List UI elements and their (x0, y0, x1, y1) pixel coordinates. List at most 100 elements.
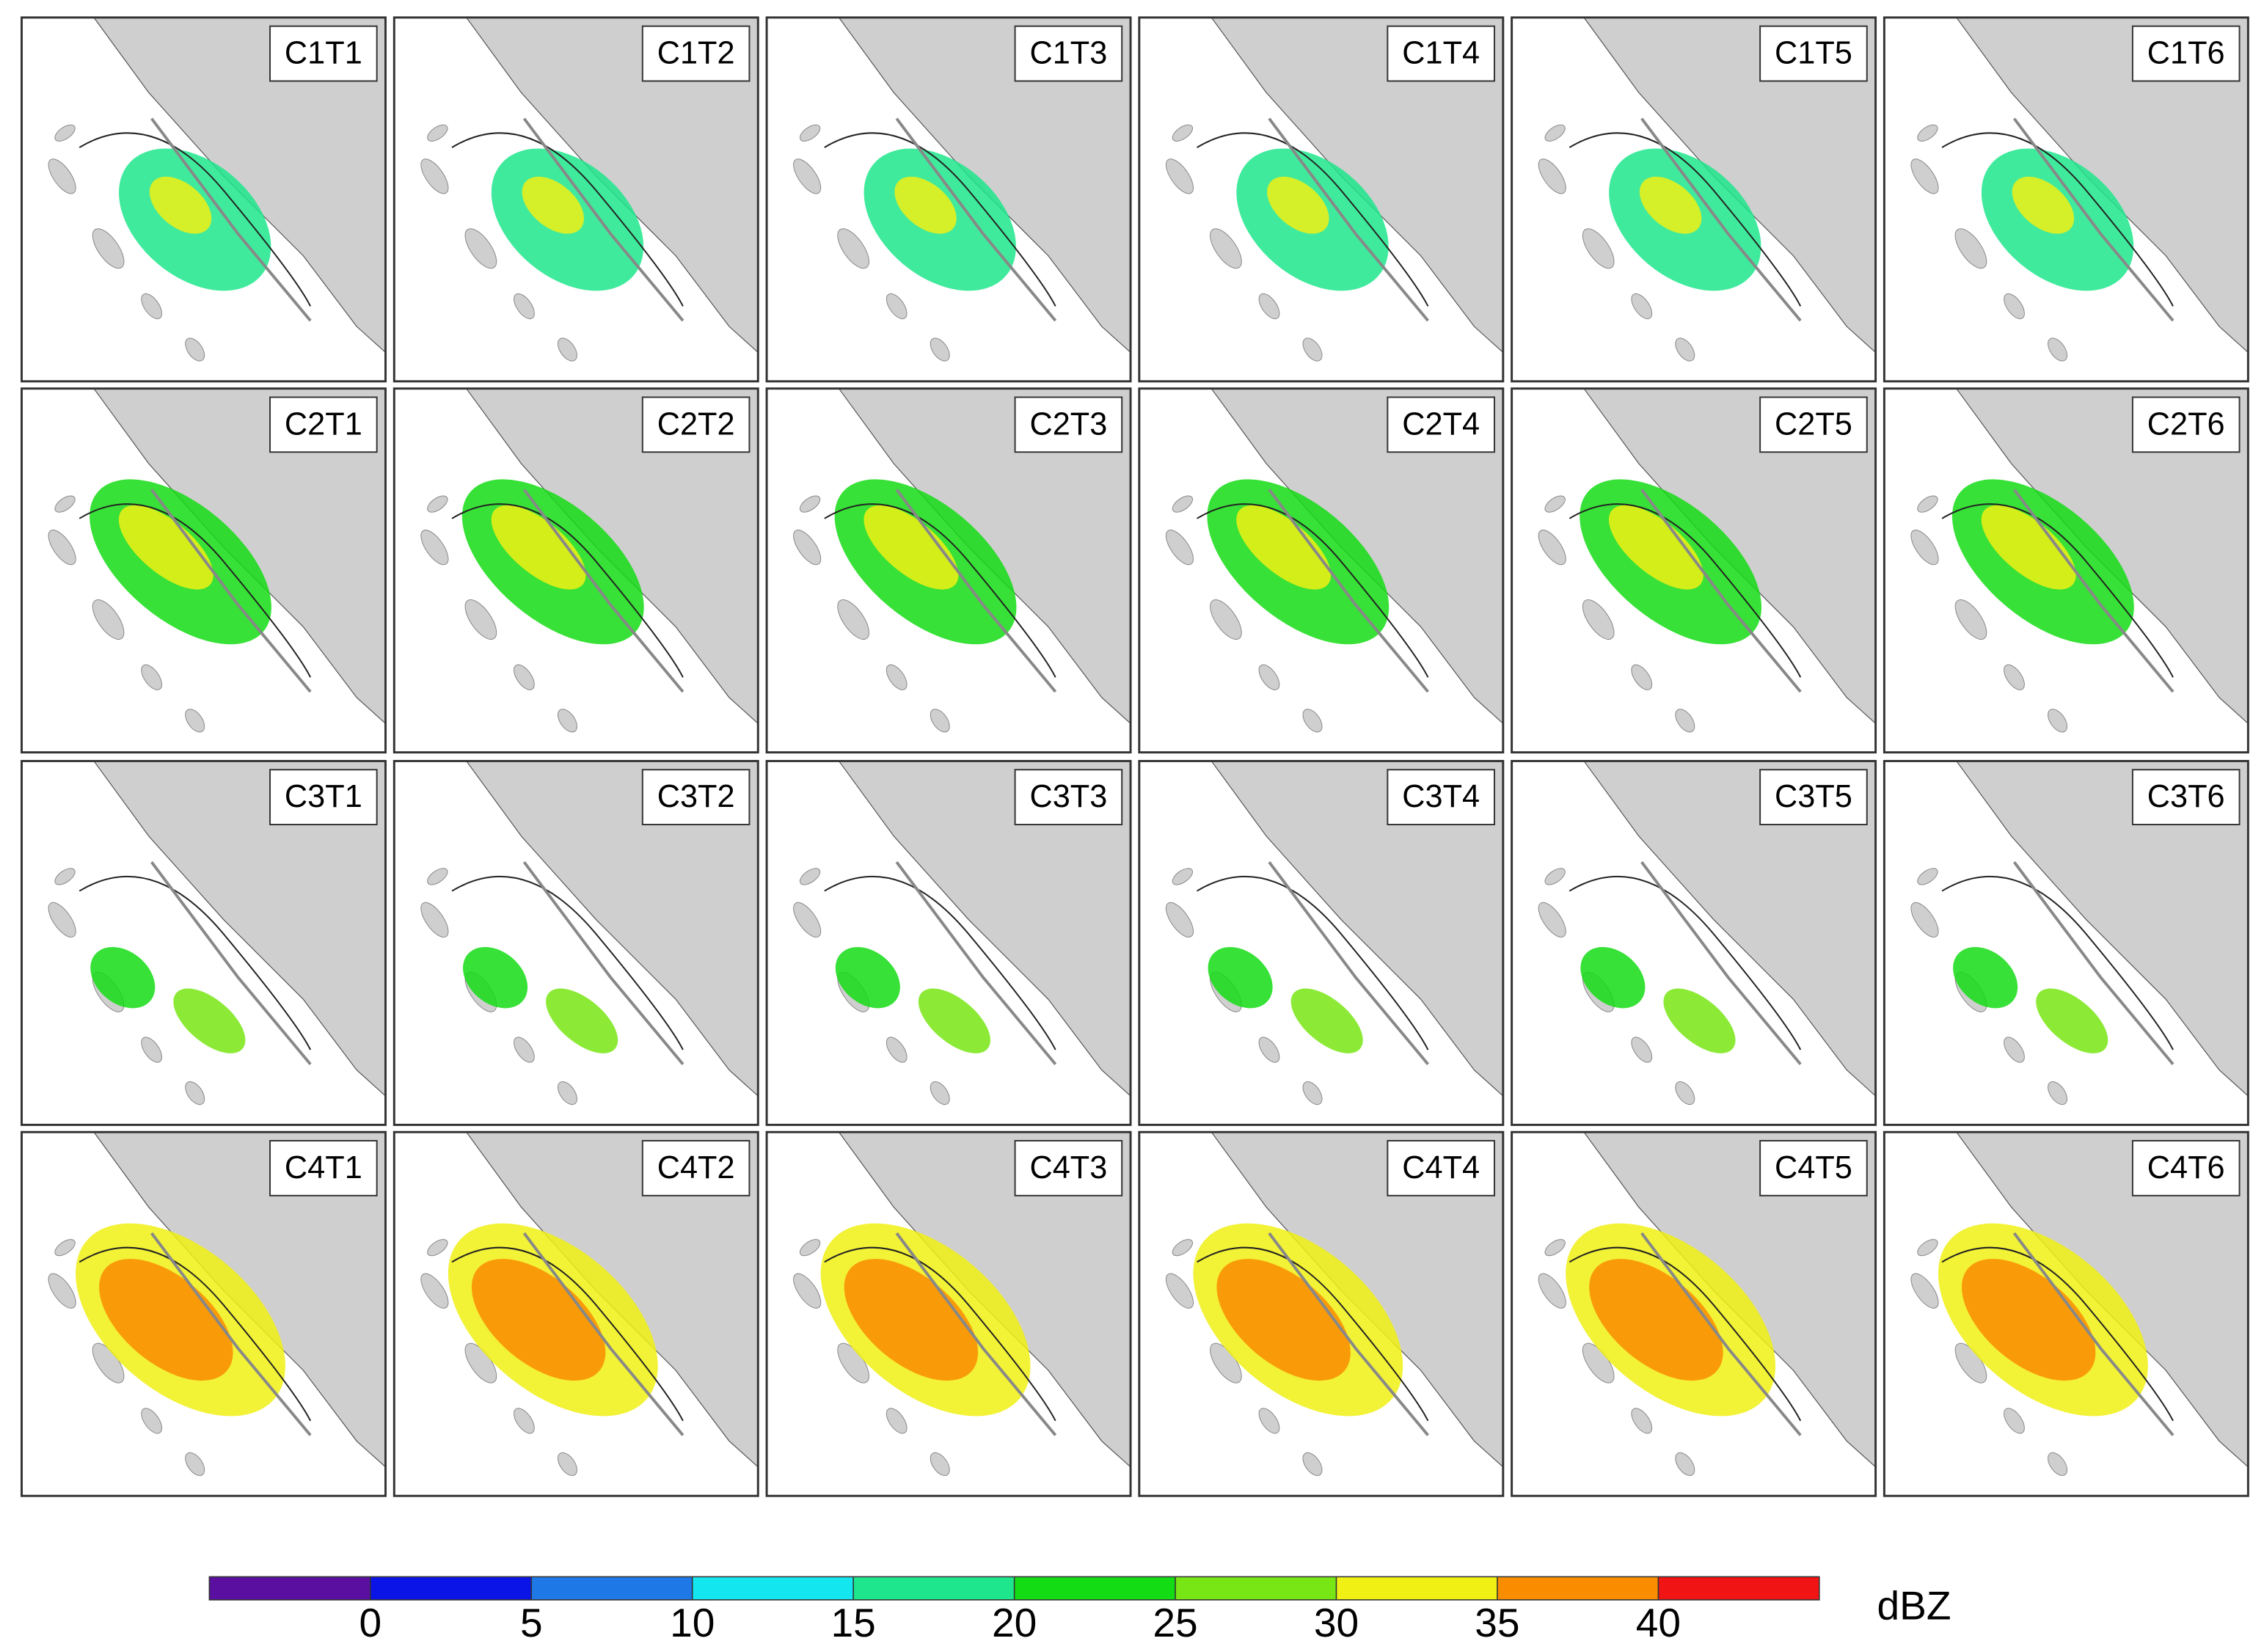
map-panel: C3T2 (392, 759, 759, 1126)
echo-area (894, 176, 957, 234)
colorbar-bin (1175, 1576, 1337, 1600)
panel-border (765, 1130, 1132, 1497)
contour (1197, 875, 1429, 1050)
map-panel: C2T4 (1138, 387, 1505, 754)
map-panel: C2T2 (392, 387, 759, 754)
map-panel: C1T1 (21, 16, 387, 383)
colorbar-tick-label: 20 (992, 1600, 1037, 1645)
island (1210, 599, 1242, 640)
road (895, 489, 1057, 693)
echo-area (546, 988, 618, 1053)
road (522, 1232, 684, 1436)
echo-area (1216, 1259, 1351, 1381)
island (885, 664, 908, 690)
contour (824, 503, 1056, 678)
contour (78, 1246, 312, 1422)
island (420, 530, 449, 566)
label-box (641, 769, 751, 826)
echo-area (99, 1259, 233, 1381)
echo-area (1589, 1259, 1723, 1381)
road (1268, 861, 1429, 1065)
colorbar-bin (1014, 1576, 1176, 1600)
island (1302, 709, 1323, 733)
label-box (1759, 769, 1868, 826)
echo-area (2036, 988, 2108, 1053)
contour (1197, 132, 1429, 307)
panel-label: C1T6 (2147, 35, 2225, 70)
island (1258, 293, 1280, 320)
road (2012, 117, 2174, 322)
echo-area (522, 176, 584, 234)
panel-label: C2T1 (285, 406, 362, 442)
island (1631, 1037, 1653, 1063)
road (2012, 1232, 2174, 1436)
island (558, 1452, 577, 1476)
island (793, 902, 822, 938)
contour (1569, 132, 1802, 307)
island (1165, 158, 1194, 194)
island (185, 1452, 205, 1476)
echo-area (1608, 505, 1704, 590)
island (54, 1239, 76, 1257)
panel-label: C1T5 (1775, 35, 1852, 70)
label-box (2131, 25, 2241, 82)
echo-area (90, 946, 156, 1009)
panel-label: C3T4 (1402, 779, 1480, 814)
island (1538, 158, 1566, 194)
panel-border (392, 16, 759, 383)
contour (1569, 875, 1802, 1050)
echo-area (149, 176, 212, 234)
colorbar-bin (209, 1576, 371, 1600)
panel-border (1138, 1130, 1505, 1497)
contour (451, 503, 684, 678)
colorbar-bin (1336, 1576, 1498, 1600)
island (514, 1408, 535, 1434)
map-panel: C4T4 (1138, 1130, 1505, 1497)
map-panel: C1T4 (1138, 16, 1505, 383)
island (1172, 1239, 1194, 1257)
panel-label: C4T4 (1402, 1150, 1480, 1185)
map-panel: C4T3 (765, 1130, 1132, 1497)
echo-area (1663, 988, 1736, 1053)
panel-label: C4T5 (1775, 1150, 1852, 1185)
map-panel: C2T6 (1883, 387, 2249, 754)
echo-area (844, 1259, 979, 1381)
island (885, 1408, 908, 1434)
panel-label: C1T3 (1029, 35, 1107, 70)
panel-border (392, 387, 759, 754)
island (1582, 228, 1615, 269)
island (885, 1037, 908, 1063)
road (1268, 489, 1429, 693)
colorbar-bin (1497, 1576, 1659, 1600)
panel-label: C3T1 (285, 779, 362, 814)
label-box (269, 1140, 378, 1196)
panel-border (392, 759, 759, 1126)
road (522, 861, 684, 1065)
island (54, 124, 76, 142)
island (427, 124, 448, 142)
contour (824, 1246, 1056, 1422)
label-box (1759, 25, 1868, 82)
colorbar-tick-label: 5 (520, 1600, 543, 1645)
colorbar-tick-label: 10 (670, 1600, 715, 1645)
label-box (641, 396, 751, 453)
panel-border (1511, 16, 1877, 383)
island (1210, 228, 1242, 269)
island (427, 868, 448, 885)
contour (1197, 1246, 1429, 1422)
label-box (1387, 25, 1495, 82)
island (1910, 902, 1939, 938)
island (1675, 709, 1695, 733)
contour (78, 503, 312, 678)
echo-area (1962, 1259, 2096, 1381)
panel-label: C1T4 (1402, 35, 1480, 70)
road (1268, 1232, 1429, 1436)
island (1544, 868, 1566, 885)
panel-border (1883, 759, 2249, 1126)
colorbar-tick-label: 35 (1475, 1600, 1519, 1645)
echo-area (1290, 988, 1363, 1053)
panel-label: C3T6 (2147, 779, 2225, 814)
island (558, 709, 577, 733)
road (522, 117, 684, 322)
contour (1569, 1246, 1802, 1422)
